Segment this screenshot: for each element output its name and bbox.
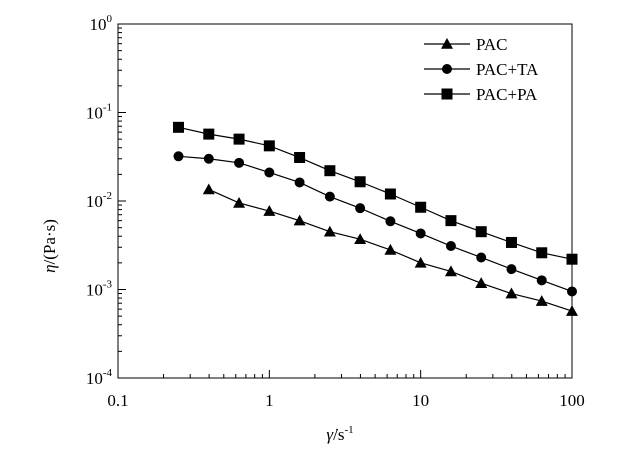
data-point: [415, 228, 426, 239]
series-line: [178, 155, 573, 293]
y-axis-unit: /(Pa·s): [40, 219, 59, 264]
y-tick-exponent: -4: [103, 367, 113, 379]
y-tick-base: 10: [86, 281, 103, 300]
legend-item-square: PAC+PA: [424, 85, 538, 104]
data-point: [324, 165, 336, 177]
legend-marker: [441, 38, 453, 49]
y-tick-label: 10-3: [86, 279, 113, 300]
data-point: [475, 277, 488, 288]
data-point: [294, 152, 306, 164]
data-point: [354, 233, 367, 245]
legend: PAC PAC+TA PAC+PA: [424, 35, 539, 104]
data-point: [263, 140, 275, 152]
y-tick-base: 10: [86, 192, 103, 211]
y-axis-symbol: η: [40, 264, 59, 272]
data-point: [203, 128, 215, 140]
legend-item-circle: PAC+TA: [424, 60, 539, 79]
x-tick-label: 10: [412, 391, 429, 410]
data-point: [414, 256, 427, 268]
data-point: [263, 205, 276, 216]
data-point: [354, 176, 366, 188]
y-tick-label: 100: [90, 13, 113, 34]
y-tick-exponent: -3: [103, 279, 113, 291]
y-tick-exponent: 0: [107, 13, 113, 25]
data-point: [203, 153, 214, 164]
data-point: [445, 215, 457, 227]
data-point: [536, 275, 547, 286]
data-point: [233, 133, 245, 145]
data-point: [535, 295, 548, 306]
x-tick-label: 0.1: [107, 391, 128, 410]
series-square: [172, 121, 578, 265]
y-tick-base: 10: [90, 15, 107, 34]
y-tick-exponent: -2: [103, 190, 112, 202]
y-tick-base: 10: [86, 369, 103, 388]
data-point: [385, 216, 396, 227]
data-point: [505, 287, 518, 299]
x-tick-label: 1: [265, 391, 274, 410]
data-point: [202, 183, 215, 195]
x-axis-unit: /s: [333, 425, 344, 444]
data-point: [506, 264, 517, 275]
y-tick-label: 10-1: [86, 102, 112, 123]
series-group: [172, 121, 578, 316]
x-axis-symbol: γ̇: [326, 425, 338, 444]
data-point: [355, 203, 366, 214]
data-point: [567, 286, 577, 297]
x-tick-label: 100: [559, 391, 585, 410]
data-point: [475, 226, 487, 238]
legend-label: PAC+TA: [476, 60, 539, 79]
data-point: [324, 191, 335, 202]
data-point: [294, 177, 305, 188]
y-axis-title: η/(Pa·s): [40, 219, 59, 273]
data-point: [323, 225, 336, 237]
data-point: [293, 214, 306, 226]
data-point: [415, 201, 427, 213]
x-axis-title: γ̇/s-1: [326, 424, 353, 444]
legend-label: PAC+PA: [476, 85, 538, 104]
data-point: [476, 252, 487, 263]
legend-marker: [441, 88, 453, 100]
y-tick-label: 10-2: [86, 190, 112, 211]
data-point: [172, 121, 184, 133]
y-tick-base: 10: [86, 104, 103, 123]
data-point: [173, 151, 184, 162]
x-axis-unit-exponent: -1: [344, 424, 353, 436]
legend-label: PAC: [476, 35, 508, 54]
data-point: [566, 253, 578, 265]
data-point: [384, 243, 397, 255]
data-point: [445, 241, 456, 252]
y-tick-label: 10-4: [86, 367, 113, 388]
legend-marker: [442, 64, 452, 74]
y-tick-exponent: -1: [103, 102, 112, 114]
data-point: [505, 236, 517, 248]
data-point: [264, 167, 275, 178]
data-point: [234, 157, 245, 168]
data-point: [566, 305, 578, 316]
data-point: [384, 188, 396, 200]
data-point: [233, 196, 246, 208]
legend-item-triangle: PAC: [424, 35, 508, 54]
series-triangle: [202, 183, 578, 316]
series-circle: [173, 151, 577, 297]
data-point: [444, 265, 457, 277]
data-point: [536, 247, 548, 259]
